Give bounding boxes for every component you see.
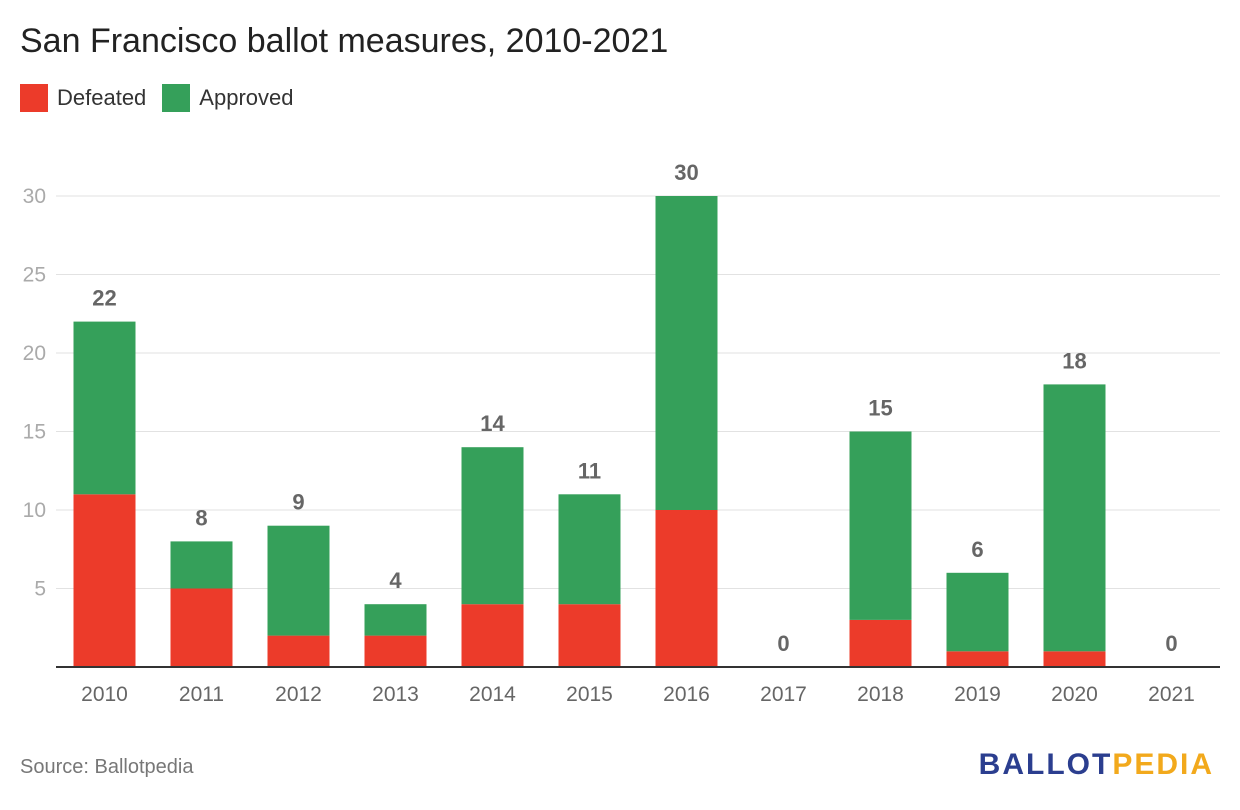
total-label-2021: 0 bbox=[1165, 631, 1177, 656]
bar-approved-2014 bbox=[461, 447, 524, 605]
bar-chart: 5 10 15 20 25 30 22 2010 8 2011 9 2012 4 2013 14 2014 11… bbox=[23, 160, 1220, 706]
total-label-2012: 9 bbox=[292, 490, 304, 515]
y-tick-label-15: 15 bbox=[23, 421, 46, 444]
x-tick-label-2011: 2011 bbox=[179, 683, 224, 706]
bar-approved-2013 bbox=[364, 604, 427, 636]
x-tick-label-2015: 2015 bbox=[566, 683, 613, 706]
total-label-2010: 22 bbox=[92, 286, 116, 311]
y-tick-label-30: 30 bbox=[23, 185, 46, 208]
bar-defeated-2016 bbox=[655, 510, 718, 667]
y-tick-label-10: 10 bbox=[23, 499, 46, 522]
x-tick-label-2012: 2012 bbox=[275, 683, 322, 706]
total-label-2016: 30 bbox=[674, 160, 698, 185]
bar-defeated-2012 bbox=[267, 635, 330, 667]
total-label-2020: 18 bbox=[1062, 348, 1086, 373]
total-label-2014: 14 bbox=[480, 411, 505, 436]
bar-defeated-2018 bbox=[849, 619, 912, 667]
total-label-2013: 4 bbox=[389, 568, 402, 593]
x-tick-label-2018: 2018 bbox=[857, 683, 904, 706]
bar-defeated-2015 bbox=[558, 604, 621, 667]
bar-defeated-2014 bbox=[461, 604, 524, 667]
chart-title: San Francisco ballot measures, 2010-2021 bbox=[20, 22, 669, 60]
x-tick-label-2016: 2016 bbox=[663, 683, 710, 706]
x-tick-label-2021: 2021 bbox=[1148, 683, 1195, 706]
bar-approved-2015 bbox=[558, 494, 621, 605]
legend-item-defeated: Defeated bbox=[20, 84, 146, 112]
source-note: Source: Ballotpedia bbox=[20, 756, 194, 778]
total-label-2011: 8 bbox=[195, 505, 207, 530]
legend-label-defeated: Defeated bbox=[57, 85, 147, 110]
total-label-2018: 15 bbox=[868, 396, 892, 421]
legend-swatch-approved bbox=[162, 84, 191, 112]
bar-approved-2010 bbox=[73, 321, 136, 495]
bar-defeated-2011 bbox=[170, 588, 233, 667]
x-tick-label-2010: 2010 bbox=[81, 683, 128, 706]
x-tick-label-2020: 2020 bbox=[1051, 683, 1098, 706]
legend-label-approved: Approved bbox=[199, 85, 294, 110]
bar-defeated-2013 bbox=[364, 635, 427, 667]
bar-approved-2012 bbox=[267, 525, 330, 636]
legend: Defeated Approved bbox=[20, 84, 309, 112]
bar-approved-2011 bbox=[170, 541, 233, 589]
x-tick-label-2013: 2013 bbox=[372, 683, 419, 706]
legend-swatch-defeated bbox=[20, 84, 48, 112]
x-tick-label-2014: 2014 bbox=[469, 683, 516, 706]
bar-defeated-2010 bbox=[73, 494, 136, 667]
bar-approved-2016 bbox=[655, 196, 718, 510]
total-label-2019: 6 bbox=[971, 537, 983, 562]
bar-defeated-2019 bbox=[946, 651, 1009, 667]
ballotpedia-logo: BALLOTPEDIA bbox=[979, 748, 1214, 782]
legend-item-approved: Approved bbox=[162, 84, 293, 112]
bar-approved-2018 bbox=[849, 431, 912, 620]
y-tick-label-5: 5 bbox=[34, 578, 46, 601]
x-tick-label-2017: 2017 bbox=[760, 683, 807, 706]
bar-approved-2020 bbox=[1043, 384, 1106, 652]
bar-defeated-2020 bbox=[1043, 651, 1106, 667]
total-label-2015: 11 bbox=[578, 458, 601, 483]
x-tick-label-2019: 2019 bbox=[954, 683, 1001, 706]
logo-part-pedia: PEDIA bbox=[1112, 748, 1214, 781]
logo-part-ballot: BALLOT bbox=[978, 748, 1113, 781]
y-tick-label-25: 25 bbox=[23, 264, 46, 287]
total-label-2017: 0 bbox=[777, 631, 789, 656]
bar-approved-2019 bbox=[946, 572, 1009, 652]
y-tick-label-20: 20 bbox=[23, 342, 46, 365]
